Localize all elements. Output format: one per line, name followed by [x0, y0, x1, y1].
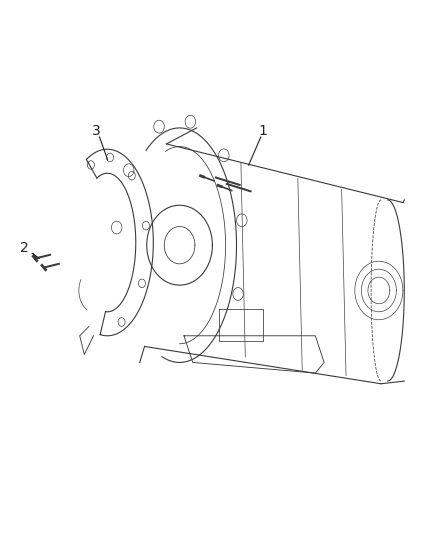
Text: 1: 1 — [258, 124, 267, 138]
Text: 3: 3 — [92, 124, 101, 138]
Text: 2: 2 — [20, 241, 28, 255]
